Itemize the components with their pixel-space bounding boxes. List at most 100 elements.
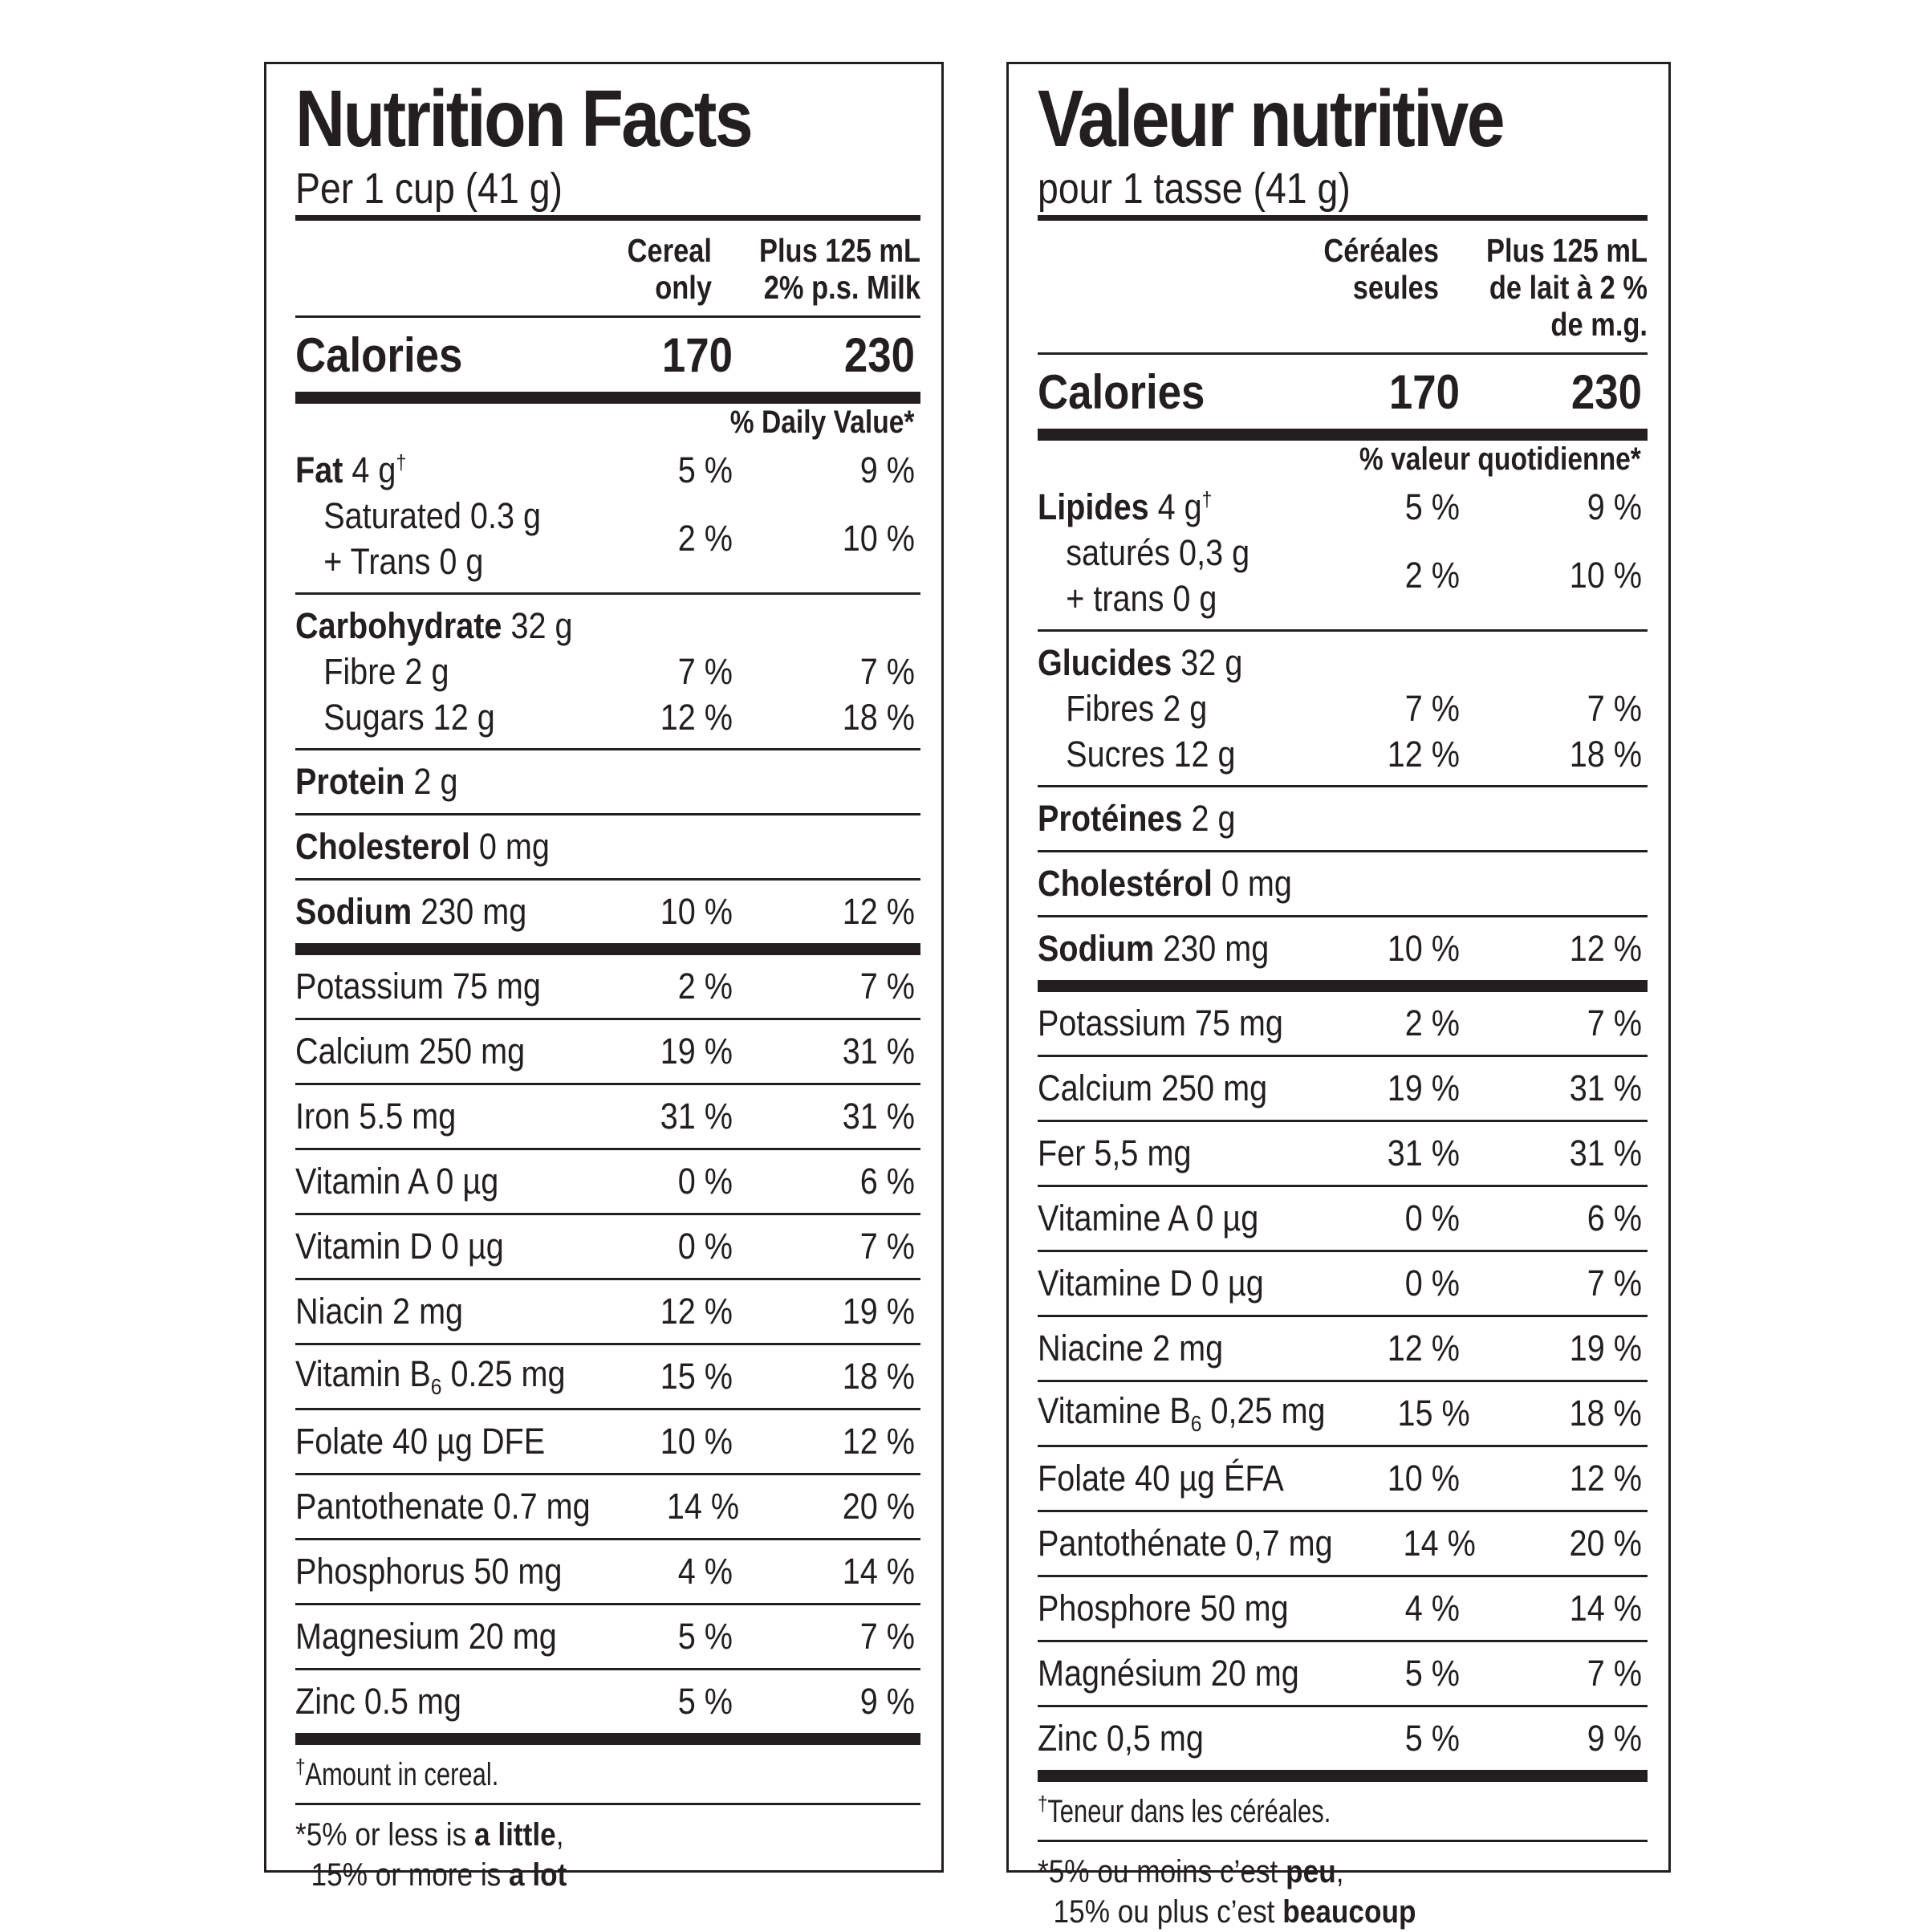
nutrient-name: Magnesium 20 mg: [295, 1616, 557, 1657]
footnote-body: Amount in cereal.: [305, 1757, 499, 1793]
value-with-milk: 31 %: [1569, 1068, 1642, 1108]
value-with-milk: 18 %: [842, 696, 915, 738]
column-header-line: 2% p.s. Milk: [763, 269, 920, 306]
nutrient-label: Niacine 2 mg: [1038, 1328, 1310, 1369]
nutrient-name: Folate 40 µg DFE: [295, 1421, 546, 1462]
column-header: Cereal only: [577, 232, 712, 306]
divider: [1038, 1640, 1648, 1642]
nutrient-name: Sodium: [295, 891, 412, 932]
nutrient-label: Magnésium 20 mg: [1038, 1653, 1310, 1694]
cholesterol-row: Cholesterol 0 mg: [295, 816, 920, 878]
value-with-milk: 7 %: [859, 1226, 915, 1267]
nutrient-name: Pantothenate 0.7 mg: [295, 1486, 591, 1527]
footnote-segment: ,: [555, 1817, 564, 1853]
carbohydrate-label: Glucides 32 g: [1038, 642, 1575, 684]
fat-label: Fat 4 g†: [295, 449, 581, 491]
value-with-milk: 10 %: [1569, 555, 1642, 596]
nutrient-label: Sugars 12 g: [323, 696, 495, 738]
value-with-milk: 230: [843, 327, 915, 382]
value-cereal-only: 15 %: [660, 1356, 733, 1397]
nutrient-name: Fat: [295, 449, 343, 490]
thick-divider: [295, 392, 920, 404]
cholesterol-row: Cholestérol 0 mg: [1038, 852, 1648, 915]
footnote-segment: *5% ou moins c’est: [1038, 1854, 1286, 1889]
nutrient-label: Folate 40 µg ÉFA: [1038, 1458, 1310, 1499]
micronutrient-row: Vitamine A 0 µg 0 % 6 %: [1038, 1187, 1648, 1250]
nutrient-name: Calcium 250 mg: [295, 1031, 526, 1072]
value-with-milk: 7 %: [859, 650, 915, 692]
value-cereal-only: 0 %: [677, 1226, 733, 1267]
column-header: Plus 125 mL 2% p.s. Milk: [758, 232, 920, 306]
value-with-milk: 14 %: [1569, 1588, 1642, 1629]
value-cereal-only: 12 %: [1387, 1328, 1460, 1369]
divider: [1038, 785, 1648, 787]
value-with-milk: 7 %: [1587, 1653, 1642, 1694]
value-cereal-only: 14 %: [666, 1486, 739, 1527]
nutrient-label: Vitamin D 0 µg: [295, 1226, 581, 1267]
value-with-milk: 18 %: [842, 1356, 915, 1397]
nutrient-name: Lipides: [1038, 486, 1149, 527]
value-cereal-only: 5 %: [677, 1616, 733, 1657]
divider: [295, 1603, 920, 1605]
value-with-milk: 9 %: [859, 1681, 915, 1722]
value-cereal-only: 5 %: [677, 449, 733, 490]
micronutrient-row: Calcium 250 mg 19 % 31 %: [295, 1020, 920, 1083]
nutrient-name: Pantothénate 0,7 mg: [1038, 1523, 1333, 1564]
divider: [1038, 1185, 1648, 1187]
value-cereal-only: 7 %: [1404, 687, 1460, 729]
sub-line: + Trans 0 g: [323, 541, 484, 582]
thick-divider: [295, 1733, 920, 1745]
footnote-segment: beaucoup: [1282, 1894, 1416, 1930]
column-header-line: Plus 125 mL: [759, 232, 920, 269]
carbohydrate-row: Carbohydrate 32 g: [295, 603, 920, 649]
sub-line: + trans 0 g: [1066, 578, 1217, 619]
nutrient-amount: 32 g: [1172, 641, 1243, 683]
thick-divider: [1038, 429, 1648, 441]
footnote-dagger: † Amount in cereal.: [295, 1745, 920, 1803]
saturated-trans-row: Saturated 0.3 g + Trans 0 g 2 % 10 %: [295, 493, 920, 584]
value-cereal-only: 0 %: [1404, 1198, 1460, 1239]
fat-label: Lipides 4 g†: [1038, 486, 1310, 528]
micronutrient-row: Vitamin A 0 µg 0 % 6 %: [295, 1150, 920, 1213]
divider: [1038, 352, 1648, 355]
nutrient-label: Niacin 2 mg: [295, 1291, 581, 1332]
calories-row: Calories 170 230: [1038, 355, 1648, 429]
footnote-segment: peu: [1286, 1854, 1336, 1889]
saturated-trans-label: Saturated 0.3 g + Trans 0 g: [295, 493, 581, 584]
value-cereal-only: 31 %: [660, 1096, 733, 1137]
divider: [295, 1473, 920, 1475]
divider: [1038, 1840, 1648, 1842]
footnote-segment: a little: [474, 1817, 556, 1853]
sub-line: saturés 0,3 g: [1066, 532, 1250, 573]
divider: [1038, 1705, 1648, 1707]
value-cereal-only: 0 %: [1404, 1263, 1460, 1304]
divider: [295, 1083, 920, 1085]
nutrition-facts-panel-french: Valeur nutritive pour 1 tasse (41 g) Céréa…: [1006, 62, 1671, 1930]
column-header-line: de m.g.: [1550, 306, 1648, 343]
nutrient-amount: 0.25 mg: [441, 1353, 566, 1394]
divider: [295, 813, 920, 816]
value-with-milk: 12 %: [1569, 928, 1642, 969]
footnote-segment: a lot: [509, 1857, 567, 1893]
value-cereal-only: 12 %: [660, 696, 733, 738]
divider: [1038, 1120, 1648, 1122]
divider: [1038, 1575, 1648, 1577]
value-with-milk: 9 %: [859, 449, 915, 490]
nutrient-name: Folate 40 µg ÉFA: [1038, 1458, 1284, 1499]
protein-row: Protein 2 g: [295, 750, 920, 813]
nutrient-label: Fibres 2 g: [1066, 687, 1208, 729]
protein-row: Protéines 2 g: [1038, 787, 1648, 850]
serving-size: pour 1 tasse (41 g): [1038, 165, 1351, 213]
nutrient-name: Vitamine D 0 µg: [1038, 1263, 1264, 1304]
thick-divider: [1038, 980, 1648, 992]
footnote-line: 15% ou plus c’est beaucoup: [1038, 1892, 1575, 1932]
column-header-line: seules: [1352, 269, 1439, 306]
value-cereal-only: 10 %: [1387, 928, 1460, 969]
thick-divider: [295, 215, 920, 221]
micronutrient-row: Folate 40 µg ÉFA 10 % 12 %: [1038, 1447, 1648, 1510]
micronutrient-row: Pantothenate 0.7 mg 14 % 20 %: [295, 1475, 920, 1538]
value-with-milk: 31 %: [842, 1031, 915, 1072]
divider: [295, 1278, 920, 1280]
value-with-milk: 20 %: [1569, 1523, 1642, 1564]
